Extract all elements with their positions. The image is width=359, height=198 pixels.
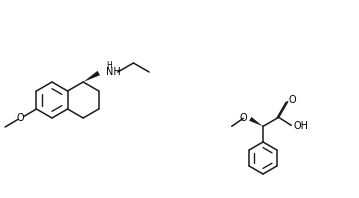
Text: O: O: [17, 113, 24, 123]
Polygon shape: [83, 71, 100, 82]
Text: OH: OH: [294, 121, 309, 131]
Text: NH: NH: [106, 67, 121, 77]
Polygon shape: [249, 117, 263, 126]
Text: O: O: [239, 113, 247, 123]
Text: H: H: [106, 61, 112, 69]
Text: O: O: [289, 95, 297, 105]
